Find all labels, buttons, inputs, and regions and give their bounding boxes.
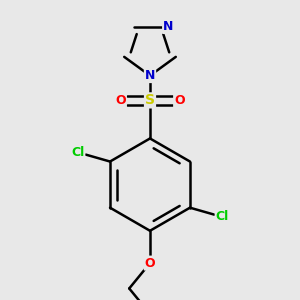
Text: O: O bbox=[115, 94, 126, 107]
Text: Cl: Cl bbox=[216, 210, 229, 224]
Text: N: N bbox=[145, 69, 155, 82]
Text: Cl: Cl bbox=[71, 146, 84, 159]
Text: O: O bbox=[174, 94, 185, 107]
Text: S: S bbox=[145, 93, 155, 107]
Text: N: N bbox=[163, 20, 173, 33]
Text: O: O bbox=[145, 256, 155, 270]
